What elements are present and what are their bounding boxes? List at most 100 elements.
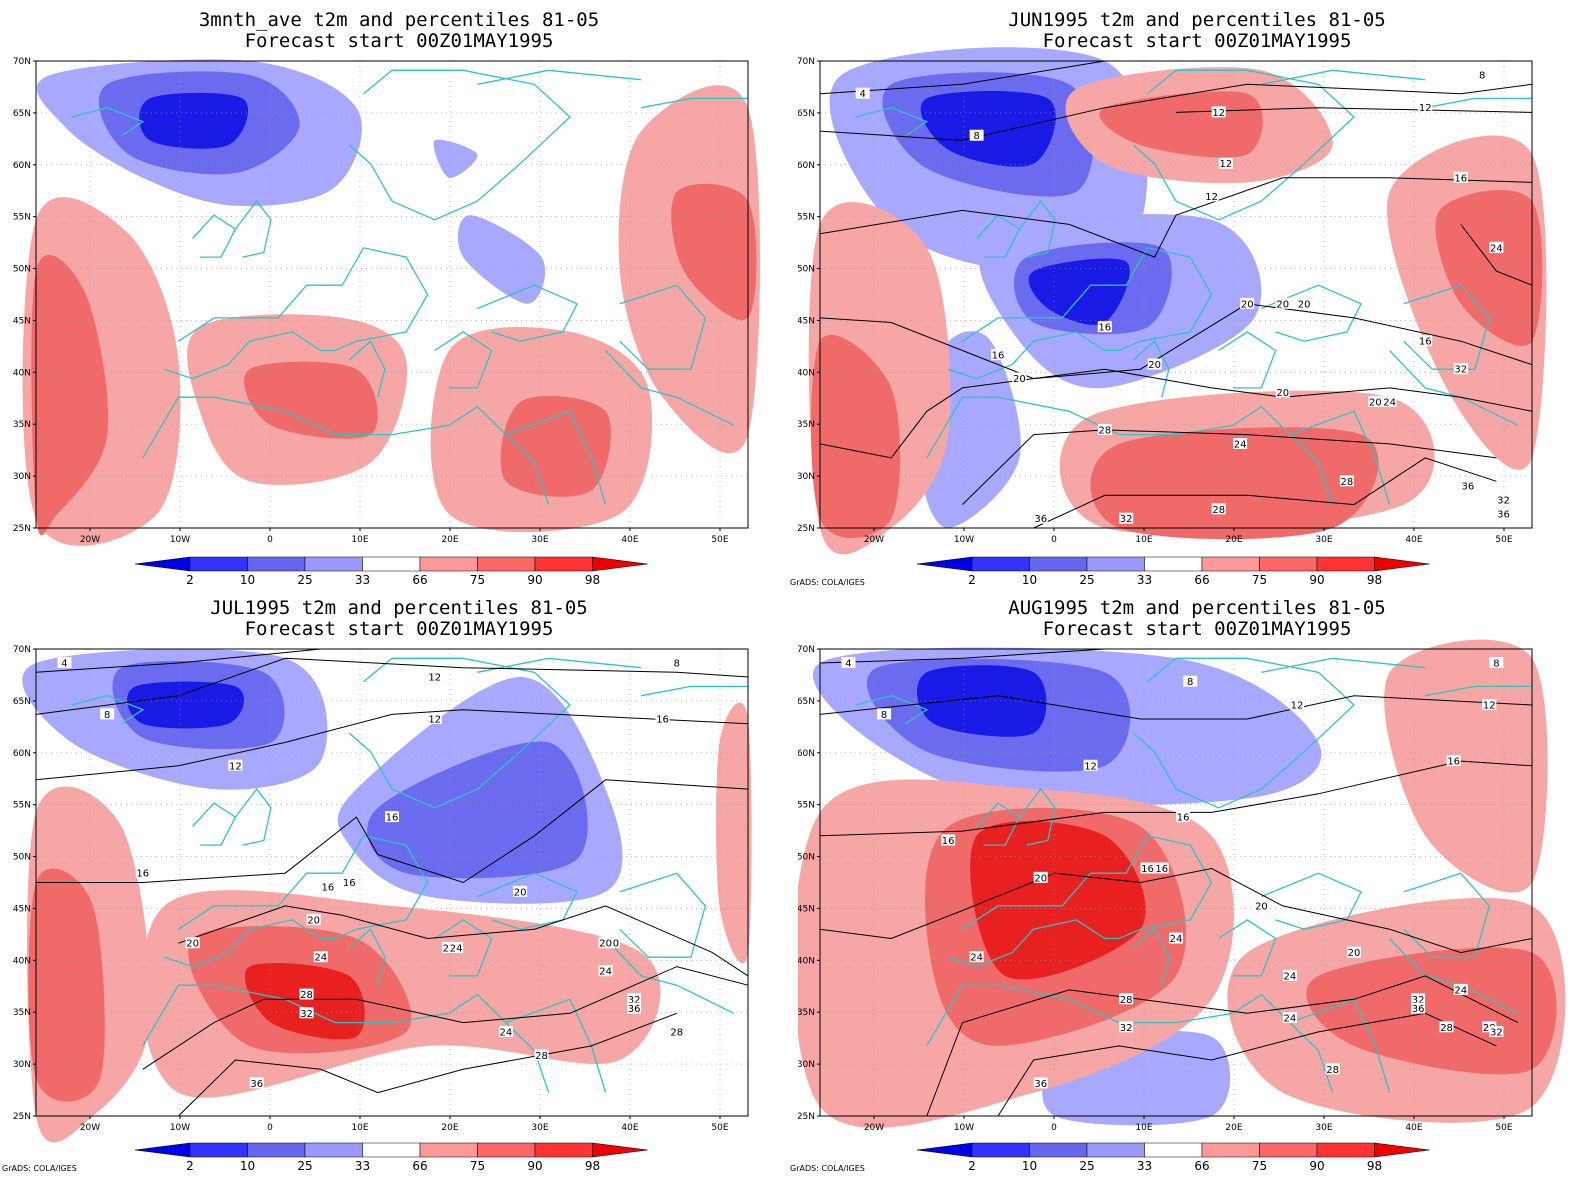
colorbar-arrow-right [592,556,648,572]
panel-title-line2: Forecast start 00Z01MAY1995 [244,30,554,52]
colorbar-label: 2 [968,573,976,587]
contour-label: 16 [343,878,356,889]
lon-label: 20W [864,535,884,545]
contour-label: 16 [136,869,149,880]
contour-label-bg [598,937,613,949]
contour-label: 16 [322,883,335,894]
contour-label: 36 [1462,481,1475,492]
lat-label: 60N [798,749,815,759]
contour-label: 20 [1148,360,1161,371]
lat-label: 50N [798,853,815,863]
coastline [1289,410,1391,505]
colorbar-segment [971,1142,1030,1158]
coastline [1132,657,1355,809]
lat-label: 25N [798,1112,815,1122]
isotherm-contour [819,83,1533,141]
contour-label-bg [1211,503,1226,515]
lat-label: 35N [798,1008,815,1018]
contour-label: 32 [300,1009,313,1020]
coastline [348,928,386,986]
percentile-shade [31,254,109,536]
colorbar-segment [1316,556,1375,572]
colorbar-segment [419,556,478,572]
isotherm-contour [926,975,1519,1117]
contour-label-bg [100,708,115,720]
coastline [1218,331,1277,389]
lat-label: 45N [13,904,31,914]
coastline [71,107,145,137]
isotherm-contour [819,368,1533,459]
contour-label: 32 [1490,1027,1503,1038]
contour-label-bg [969,129,984,141]
lat-label: 60N [13,161,31,171]
coastline [477,872,578,930]
percentile-shade [811,334,901,539]
lat-label: 55N [13,801,31,811]
lat-label: 35N [798,420,815,430]
lat-label: 30N [13,472,31,482]
lat-label: 25N [13,1112,31,1122]
colorbar-label: 2 [186,1159,194,1173]
grads-credit: GrADS: COLA/IGES [790,578,865,587]
lon-label: 0 [267,535,273,545]
contour-label: 20 [1298,299,1311,310]
colorbar-label: 90 [1309,1159,1324,1173]
colorbar-segment [1029,1142,1088,1158]
coastline [1132,69,1355,221]
contour-label: 8 [1187,677,1193,688]
coastline [947,247,1213,380]
contour-label: 36 [250,1079,263,1090]
map-frame [35,648,749,1117]
contour-label: 12 [428,673,441,684]
contour-label: 24 [450,943,463,954]
colorbar-label: 98 [585,573,600,587]
isotherm-contour [36,779,749,884]
colorbar-segment [1259,1142,1318,1158]
contour-label: 8 [1479,71,1485,82]
contour-label: 16 [1447,757,1460,768]
coastline [434,331,493,389]
coastline [1403,284,1491,370]
contour-label: 24 [1284,971,1297,982]
percentile-shade [28,868,105,1102]
lat-label: 25N [13,524,31,534]
lat-label: 60N [798,161,815,171]
coastline [1389,938,1519,1014]
contour-label-bg [57,657,72,669]
contour-label-bg [342,876,357,888]
colorbar-segment [1029,556,1088,572]
coastline [926,984,1334,1093]
colorbar-label: 75 [470,573,485,587]
contour-label: 20 [1013,374,1026,385]
contour-label: 32 [1454,365,1467,376]
contour-label: 32 [1120,514,1133,525]
lon-label: 40E [621,535,638,545]
panel-title-line2: Forecast start 00Z01MAY1995 [1042,30,1352,52]
contour-label-bg [669,1025,684,1037]
contour-label: 24 [1383,397,1396,408]
contour-label-bg [1211,106,1226,118]
colorbar-label: 2 [186,573,194,587]
contour-label-bg [605,937,620,949]
contour-label: 12 [1219,159,1232,170]
coastline [1132,340,1170,398]
lon-label: 50E [1495,535,1512,545]
coastline [926,396,1334,505]
coastline [348,69,571,221]
contour-label-bg [1282,969,1297,981]
lat-label: 65N [798,697,815,707]
contour-label-bg [135,867,150,879]
colorbar-label: 98 [585,1159,600,1173]
isotherm-contour [962,429,1497,505]
contour-label: 12 [1205,192,1218,203]
percentile-shade [1435,189,1543,346]
coastline [192,214,237,258]
coastline [1261,69,1426,85]
contour-label: 8 [881,710,887,721]
contour-label: 24 [970,953,983,964]
coastline [477,284,578,342]
contour-label-bg [228,759,243,771]
lat-label: 45N [798,316,815,326]
contour-label: 28 [670,1027,683,1038]
